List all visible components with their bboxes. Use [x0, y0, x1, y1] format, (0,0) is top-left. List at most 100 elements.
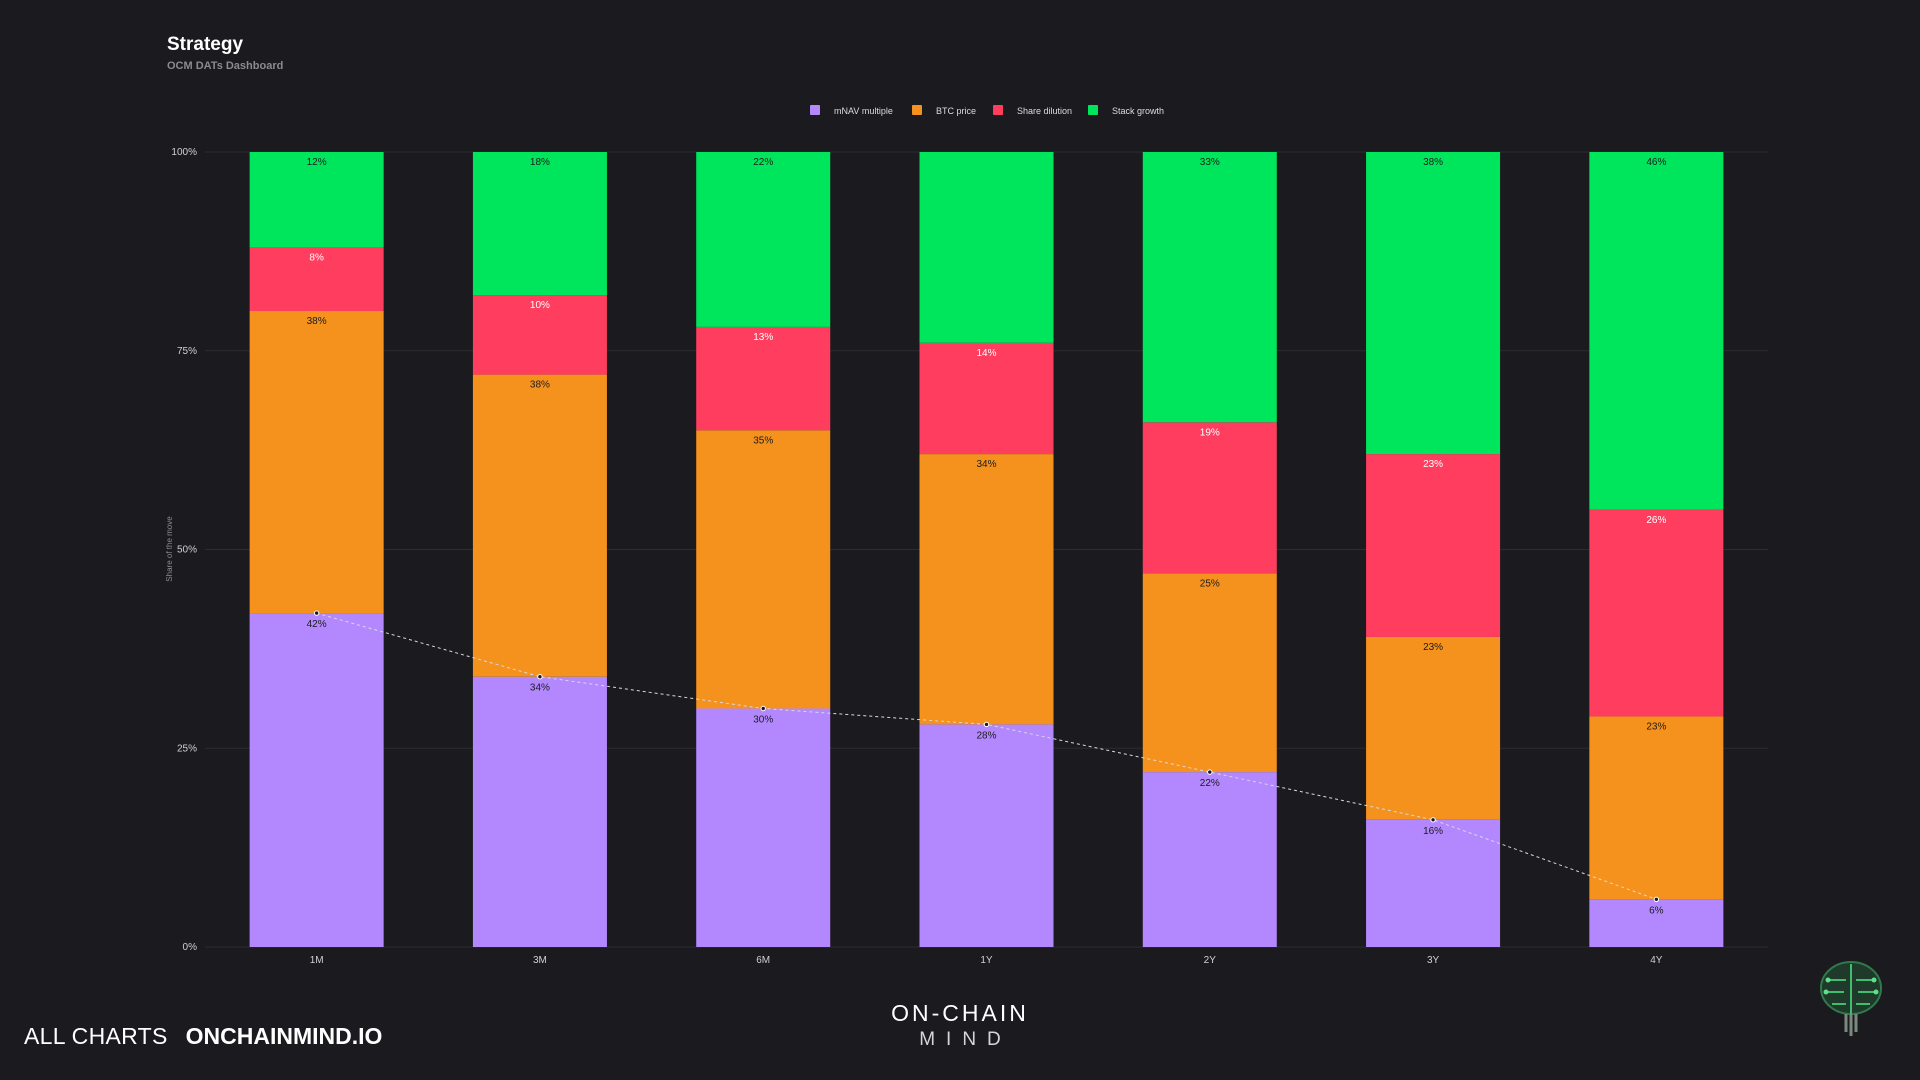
- legend-label[interactable]: BTC price: [936, 106, 976, 116]
- trend-point: [983, 721, 990, 728]
- data-label: 8%: [309, 252, 324, 263]
- site-link[interactable]: ONCHAINMIND.IO: [185, 1023, 383, 1049]
- bar-segment[interactable]: [1589, 716, 1724, 900]
- bar-segment[interactable]: [1589, 152, 1724, 510]
- legend-swatch: [993, 105, 1003, 115]
- bar-segment[interactable]: [919, 454, 1054, 725]
- data-label: 26%: [1646, 515, 1666, 526]
- data-label: 16%: [1423, 826, 1443, 837]
- data-label: 35%: [753, 435, 773, 446]
- chart-header: Strategy OCM DATs Dashboard: [167, 34, 283, 72]
- legend[interactable]: mNAV multiple BTC price Share dilution Stac…: [810, 105, 1164, 116]
- data-label: 38%: [1423, 157, 1443, 168]
- bar-segment[interactable]: [1589, 899, 1724, 947]
- data-label: 14%: [976, 348, 996, 359]
- data-label: 23%: [1423, 459, 1443, 470]
- x-tick-label: 1M: [310, 955, 324, 966]
- y-tick-label: 75%: [177, 346, 197, 357]
- bars: [249, 152, 1724, 948]
- x-axis: 1M 3M 6M 1Y 2Y 3Y 4Y: [310, 955, 1663, 966]
- data-label: 10%: [530, 300, 550, 311]
- data-label: 22%: [753, 157, 773, 168]
- bar-segment[interactable]: [696, 708, 831, 948]
- bar-segment[interactable]: [1366, 636, 1501, 820]
- legend-label[interactable]: Share dilution: [1017, 106, 1072, 116]
- trend-point: [1653, 896, 1660, 902]
- y-tick-label: 100%: [171, 147, 197, 158]
- data-label: 23%: [1423, 642, 1443, 653]
- bar-segment[interactable]: [696, 152, 831, 327]
- data-label: 42%: [307, 619, 327, 630]
- bar-segment[interactable]: [1142, 573, 1277, 773]
- data-label: 28%: [976, 730, 996, 741]
- footer-links: ALL CHARTS ONCHAINMIND.IO: [24, 1023, 382, 1050]
- data-label: 23%: [1646, 721, 1666, 732]
- bar-segment[interactable]: [1366, 819, 1501, 947]
- bar-segment[interactable]: [249, 247, 384, 311]
- bar-segment[interactable]: [472, 152, 607, 296]
- bar-segment[interactable]: [472, 295, 607, 375]
- brain-circuit-icon: [1820, 961, 1882, 1036]
- legend-swatch: [1088, 105, 1098, 115]
- y-axis-label: Share of the move: [165, 516, 174, 582]
- data-label: 13%: [753, 332, 773, 343]
- bar-segment[interactable]: [472, 676, 607, 947]
- data-label: 30%: [753, 715, 773, 726]
- bar-segment[interactable]: [1142, 772, 1277, 947]
- x-tick-label: 3M: [533, 955, 547, 966]
- trend-point: [1207, 769, 1213, 775]
- data-label: 19%: [1200, 427, 1220, 438]
- brand-top-text: ON-CHAIN: [891, 1000, 1029, 1026]
- x-tick-label: 4Y: [1650, 955, 1663, 966]
- chart-title: Strategy: [167, 34, 244, 55]
- y-tick-label: 25%: [177, 743, 197, 754]
- legend-label[interactable]: mNAV multiple: [834, 106, 893, 116]
- data-label: 18%: [530, 157, 550, 168]
- bar-segment[interactable]: [696, 430, 831, 709]
- x-tick-label: 3Y: [1427, 955, 1440, 966]
- x-tick-label: 1Y: [980, 955, 993, 966]
- segment-labels: 42% 38% 8% 12% 34% 38% 10% 18% 30% 35% 13% 22% 28% 34…: [307, 157, 1667, 916]
- bar-segment[interactable]: [249, 613, 384, 947]
- trend-point: [760, 705, 766, 712]
- x-tick-label: 6M: [756, 955, 770, 966]
- bar-segment[interactable]: [472, 374, 607, 677]
- data-label: 12%: [307, 157, 327, 168]
- data-label: 25%: [1200, 578, 1220, 589]
- data-label: 33%: [1200, 157, 1220, 168]
- data-label: 38%: [530, 380, 550, 391]
- legend-swatch: [912, 105, 922, 115]
- y-tick-label: 0%: [183, 942, 198, 953]
- x-tick-label: 2Y: [1204, 955, 1217, 966]
- trend-line: [313, 610, 1660, 902]
- bar-segment[interactable]: [1142, 152, 1277, 423]
- brand-logo-text: ON-CHAIN MIND: [860, 1000, 1060, 1051]
- y-axis: 0% 25% 50% 75% 100%: [171, 147, 197, 953]
- data-label: 22%: [1200, 778, 1220, 789]
- data-label: 34%: [530, 683, 550, 694]
- bar-segment[interactable]: [919, 152, 1054, 343]
- y-tick-label: 50%: [177, 545, 197, 556]
- trend-point: [313, 610, 320, 616]
- bar-segment[interactable]: [919, 342, 1054, 455]
- chart: 0% 25% 50% 75% 100% 42% 38% 8% 12% 34% 38% 10% 18% 3…: [165, 105, 1768, 966]
- bar-segment[interactable]: [249, 152, 384, 248]
- all-charts-link[interactable]: ALL CHARTS: [24, 1023, 168, 1049]
- trend-point: [537, 674, 543, 680]
- brand-bottom-text: MIND: [919, 1029, 1012, 1050]
- bar-segment[interactable]: [1142, 422, 1277, 574]
- data-label: 38%: [307, 316, 327, 327]
- trend-point: [1430, 817, 1436, 823]
- bar-segment[interactable]: [1589, 509, 1724, 717]
- bar-segment[interactable]: [1366, 152, 1501, 455]
- bar-segment[interactable]: [919, 724, 1054, 947]
- bar-segment[interactable]: [249, 311, 384, 614]
- legend-swatch: [810, 105, 820, 115]
- data-label: 6%: [1649, 905, 1664, 916]
- data-label: 46%: [1646, 157, 1666, 168]
- legend-label[interactable]: Stack growth: [1112, 106, 1164, 116]
- data-label: 34%: [976, 459, 996, 470]
- chart-subtitle: OCM DATs Dashboard: [167, 60, 284, 72]
- bar-segment[interactable]: [696, 326, 831, 431]
- bar-segment[interactable]: [1366, 454, 1501, 637]
